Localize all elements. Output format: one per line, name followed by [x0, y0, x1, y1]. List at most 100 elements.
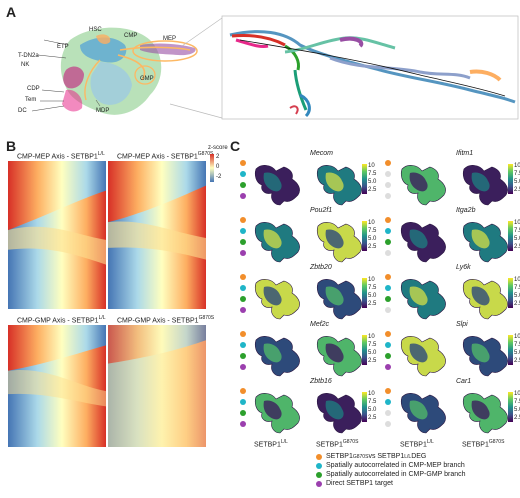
label-mep: MEP	[163, 36, 177, 42]
legend-deg: SETBP1 G870S vs SETBP1 L/L DEG	[316, 452, 466, 461]
colorbar-tick: 2.5	[368, 301, 377, 307]
label-cmp: CMP	[124, 33, 138, 39]
expression-hotspot	[325, 400, 344, 420]
colorbar-tick: 10	[368, 334, 375, 340]
legend-target: Direct SETBP1 target	[316, 479, 466, 488]
category-dot	[385, 217, 391, 223]
zscore-tick-high: 2	[216, 154, 220, 160]
expression-hotspot	[263, 229, 282, 249]
colorbar-tick: 10	[368, 163, 375, 169]
label-hsc: HSC	[89, 27, 102, 33]
colorbar-tick: 7.5	[514, 285, 520, 291]
category-dot	[385, 399, 391, 405]
heatmap-cmp-gmp-g870s	[108, 325, 206, 447]
heatmap-1-title: CMP-MEP Axis - SETBP1L/L	[17, 151, 105, 161]
category-dot	[240, 388, 246, 394]
colorbar-tick: 2.5	[368, 358, 377, 364]
category-dot	[385, 307, 391, 313]
category-dot	[240, 171, 246, 177]
trajectory-detail	[229, 30, 516, 118]
category-dot	[240, 364, 246, 370]
expression-colorbar	[508, 335, 513, 365]
gene-label: Ly6k	[456, 264, 471, 271]
expression-hotspot	[409, 172, 428, 192]
expression-colorbar	[362, 164, 367, 194]
zscore-tick-mid: 0	[216, 164, 220, 170]
category-dot	[385, 353, 391, 359]
expression-map	[462, 222, 508, 263]
expression-hotspot	[471, 400, 490, 420]
category-dot	[240, 331, 246, 337]
gene-label: Pou2f1	[310, 207, 333, 214]
expression-colorbar	[362, 335, 367, 365]
category-dot	[240, 182, 246, 188]
legend-dot-purple	[316, 480, 322, 487]
expression-map	[316, 393, 362, 434]
gene-category-dots	[385, 160, 391, 204]
expression-hotspot	[325, 286, 344, 306]
legend-dot-green	[316, 471, 322, 478]
panel-b-letter: B	[6, 138, 17, 154]
colorbar-tick: 7.5	[368, 399, 377, 405]
colorbar-tick: 2.5	[514, 415, 520, 421]
expression-map	[400, 393, 446, 434]
expression-map	[400, 279, 446, 320]
category-dot	[240, 285, 246, 291]
category-dot	[385, 364, 391, 370]
expression-hotspot	[263, 400, 282, 420]
category-dot	[240, 307, 246, 313]
expression-map	[462, 393, 508, 434]
expression-hotspot	[409, 286, 428, 306]
category-dot	[385, 160, 391, 166]
category-dot	[385, 285, 391, 291]
expression-map	[462, 336, 508, 377]
category-dot	[240, 296, 246, 302]
expression-map	[400, 165, 446, 206]
expression-map	[316, 336, 362, 377]
gene-label: Slpi	[456, 321, 468, 328]
colorbar-tick: 7.5	[368, 171, 377, 177]
category-dot	[240, 160, 246, 166]
heatmap-cmp-gmp-ll	[8, 325, 106, 447]
xlabel-right-g870s: SETBP1G870S	[462, 439, 505, 449]
category-dot	[385, 239, 391, 245]
category-dot	[385, 182, 391, 188]
panel-a-figure	[31, 15, 519, 120]
expression-hotspot	[325, 229, 344, 249]
colorbar-tick: 5.0	[514, 179, 520, 185]
expression-map	[400, 222, 446, 263]
colorbar-tick: 2.5	[514, 301, 520, 307]
gene-label: Mef2c	[310, 321, 330, 328]
expression-hotspot	[263, 286, 282, 306]
expression-hotspot	[325, 172, 344, 192]
category-dot	[385, 410, 391, 416]
colorbar-tick: 5.0	[514, 236, 520, 242]
xlabel-left-ll: SETBP1L/L	[254, 439, 288, 449]
colorbar-tick: 10	[368, 391, 375, 397]
colorbar-tick: 10	[514, 277, 520, 283]
expression-colorbar	[362, 392, 367, 422]
category-dot	[240, 399, 246, 405]
expression-colorbar	[362, 278, 367, 308]
category-dot	[385, 342, 391, 348]
category-dot	[240, 421, 246, 427]
zscore-colorbar	[210, 154, 214, 182]
category-dot	[385, 296, 391, 302]
category-dot	[385, 421, 391, 427]
category-dot	[385, 171, 391, 177]
expression-map	[316, 279, 362, 320]
expression-colorbar	[508, 392, 513, 422]
category-dot	[240, 193, 246, 199]
expression-map	[462, 279, 508, 320]
category-dot	[240, 342, 246, 348]
panel-c-legend: SETBP1 G870S vs SETBP1 L/L DEG Spatially a…	[316, 452, 466, 488]
label-mdp: MDP	[96, 108, 110, 114]
label-tdn2a: T-DN2a	[18, 53, 39, 59]
colorbar-tick: 2.5	[368, 244, 377, 250]
gene-category-dots	[385, 388, 391, 432]
colorbar-tick: 2.5	[368, 415, 377, 421]
category-dot	[240, 217, 246, 223]
heatmap-cmp-mep-ll	[8, 161, 106, 309]
colorbar-tick: 7.5	[514, 342, 520, 348]
colorbar-tick: 5.0	[368, 236, 377, 242]
